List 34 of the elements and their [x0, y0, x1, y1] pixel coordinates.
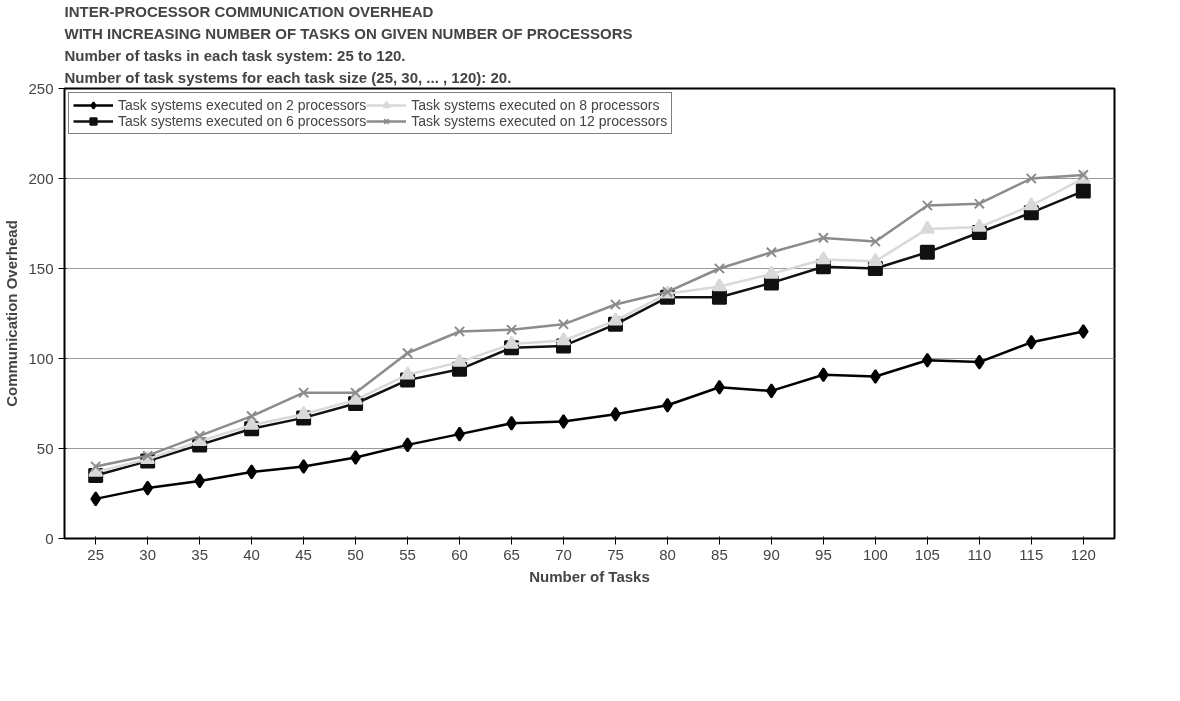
- legend-label: Task systems executed on 8 processors: [411, 97, 660, 113]
- x-tick-label: 90: [763, 545, 780, 563]
- chart-subtitle: Number of tasks in each task system: 25 to 120. Number of task systems for each task size (25, 30, ... , 120): 20.: [64, 47, 512, 87]
- y-tick-label: 200: [28, 169, 54, 187]
- x-tick-label: 110: [967, 545, 992, 563]
- x-tick-label: 35: [191, 545, 208, 563]
- x-tick-label: 115: [1019, 545, 1044, 563]
- y-tick-label: 50: [36, 439, 54, 457]
- x-tick-label: 50: [347, 545, 364, 563]
- x-tick-label: 105: [914, 545, 940, 563]
- y-tick-label: 0: [45, 529, 54, 547]
- x-axis-title: Number of Tasks: [529, 567, 650, 585]
- x-tick-label: 45: [295, 545, 312, 563]
- x-tick-label: 70: [555, 545, 572, 563]
- x-tick-label: 55: [399, 545, 416, 563]
- x-tick-label: 40: [243, 545, 260, 563]
- legend-label: Task systems executed on 12 processors: [411, 113, 668, 129]
- x-tick-label: 120: [1070, 545, 1096, 563]
- x-tick-label: 30: [139, 545, 157, 563]
- y-tick-label: 250: [28, 79, 54, 97]
- x-tick-label: 80: [659, 545, 676, 563]
- y-tick-label: 150: [28, 259, 54, 277]
- y-axis-title: Communication Overhead: [3, 220, 21, 407]
- x-tick-label: 60: [451, 545, 468, 563]
- x-tick-label: 25: [87, 545, 105, 563]
- x-tick-label: 85: [711, 545, 728, 563]
- y-tick-label: 100: [28, 349, 54, 367]
- legend-label: Task systems executed on 6 processors: [118, 113, 367, 129]
- legend-label: Task systems executed on 2 processors: [118, 97, 367, 113]
- x-tick-label: 100: [862, 545, 888, 563]
- x-tick-label: 95: [815, 545, 832, 563]
- x-tick-label: 75: [607, 545, 624, 563]
- chart-title: INTER-PROCESSOR COMMUNICATION OVERHEAD WITH INCREASING NUMBER OF TASKS ON GIVEN NUMBER OF PROCESSORS: [64, 3, 633, 43]
- x-tick-label: 65: [503, 545, 520, 563]
